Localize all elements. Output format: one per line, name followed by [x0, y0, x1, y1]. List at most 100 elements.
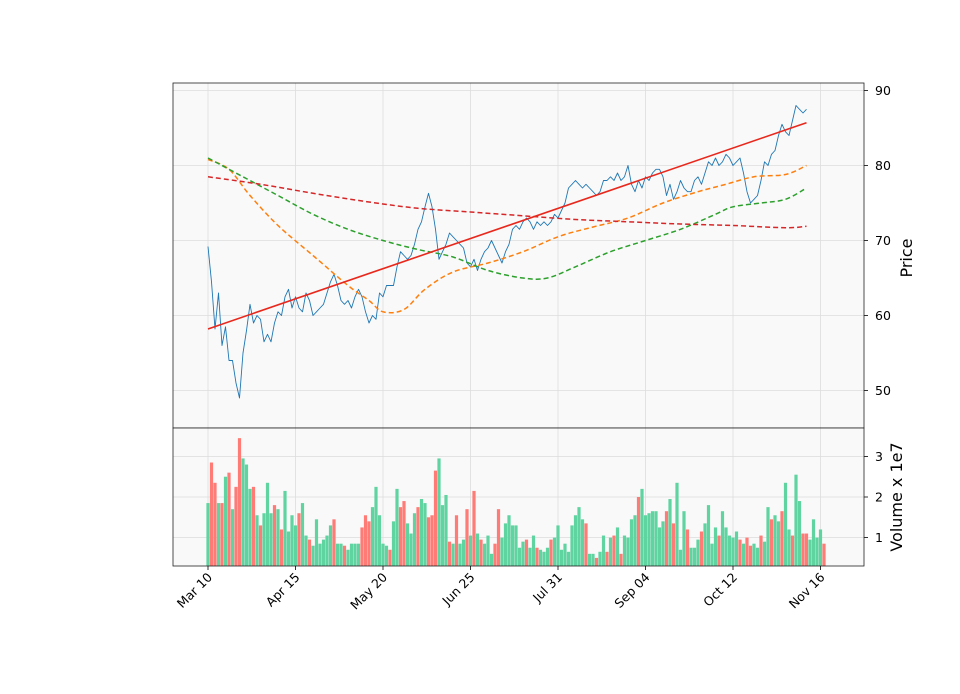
volume-bar	[325, 535, 329, 566]
volume-bar	[731, 537, 735, 566]
volume-bar	[573, 515, 578, 566]
volume-bar	[727, 535, 732, 566]
volume-bar	[227, 472, 231, 566]
volume-bar	[279, 529, 284, 566]
volume-bar	[542, 551, 546, 566]
volume-bar	[710, 543, 714, 566]
volume-bar	[566, 551, 571, 566]
volume-bar	[738, 539, 742, 566]
volume-bar	[311, 545, 315, 566]
volume-bar	[472, 490, 476, 566]
volume-bar	[745, 537, 749, 566]
volume-y-tick-label: 3	[875, 449, 883, 464]
volume-bar	[797, 501, 802, 566]
volume-bar	[293, 525, 298, 566]
volume-bar	[384, 545, 389, 566]
volume-bar	[608, 537, 613, 566]
volume-bar	[563, 543, 567, 566]
volume-bar	[475, 533, 480, 566]
volume-bar	[577, 507, 581, 566]
volume-bar	[507, 515, 511, 566]
volume-bar	[633, 515, 637, 566]
volume-bar	[685, 529, 690, 566]
volume-panel: 1 2 3 Volume x 1e7	[172, 427, 906, 567]
x-tick-label: Nov 16	[786, 569, 828, 611]
volume-bar	[605, 551, 609, 566]
volume-bar	[290, 515, 294, 566]
x-tick-label: Sep 04	[611, 569, 652, 610]
volume-bar	[524, 539, 529, 566]
volume-bar	[482, 543, 487, 566]
volume-bar	[272, 505, 277, 566]
volume-bar	[339, 543, 343, 566]
volume-bar	[682, 511, 686, 566]
volume-bar	[493, 543, 497, 566]
volume-bar	[314, 519, 319, 566]
volume-bar	[720, 511, 725, 566]
volume-bar	[206, 503, 210, 566]
volume-bar	[241, 458, 245, 566]
volume-bar	[640, 488, 644, 566]
volume-bar	[517, 547, 522, 566]
x-axis: Mar 10 Apr 15 May 20 Jun 25 Jul 31 Sep 04 Oct …	[174, 566, 828, 612]
volume-bar	[409, 533, 413, 566]
volume-bar	[248, 488, 252, 566]
volume-bar	[223, 476, 228, 566]
volume-y-tick-label: 2	[875, 490, 883, 505]
price-y-tick-label: 80	[875, 158, 891, 173]
volume-bar	[748, 545, 753, 566]
volume-bar	[804, 533, 809, 566]
volume-bar	[444, 494, 448, 566]
volume-bar	[675, 482, 679, 566]
series-line-moving-average-long	[207, 176, 807, 229]
volume-bar	[437, 458, 441, 566]
volume-bar	[447, 541, 452, 566]
volume-bar	[741, 543, 746, 566]
price-y-tick-label: 70	[875, 233, 891, 248]
volume-bar	[531, 535, 536, 566]
volume-bar	[545, 547, 550, 566]
volume-bar	[346, 549, 350, 566]
volume-bar	[276, 509, 280, 566]
volume-bar	[706, 505, 711, 566]
volume-bar	[416, 507, 420, 566]
volume-bar	[801, 533, 805, 566]
volume-bar	[405, 523, 410, 566]
volume-bar	[808, 539, 812, 566]
x-tick-label: May 20	[347, 569, 390, 612]
volume-y-tick-label: 1	[875, 530, 883, 545]
volume-bar	[363, 515, 368, 566]
volume-bar	[678, 549, 683, 566]
volume-bar	[615, 527, 620, 566]
volume-bar	[262, 513, 266, 566]
volume-bar	[780, 511, 784, 566]
volume-bar	[398, 507, 403, 566]
volume-bar	[769, 519, 774, 566]
volume-y-axis-label: Volume x 1e7	[887, 442, 906, 551]
volume-bar	[342, 545, 347, 566]
volume-bar	[356, 543, 361, 566]
volume-bar	[671, 523, 676, 566]
volume-bar	[762, 541, 767, 566]
volume-bar	[601, 535, 606, 566]
volume-bar	[647, 513, 651, 566]
volume-bar	[559, 549, 564, 566]
volume-bars	[206, 438, 826, 566]
volume-bar	[433, 470, 438, 566]
volume-bar	[811, 519, 816, 566]
volume-bar	[391, 521, 396, 566]
volume-bar	[500, 537, 504, 566]
volume-bar	[755, 547, 760, 566]
volume-bar	[269, 513, 273, 566]
volume-bar	[255, 515, 259, 566]
volume-bar	[265, 482, 270, 566]
volume-bar	[734, 531, 739, 566]
x-tick-label: Oct 12	[700, 570, 740, 610]
volume-bar	[258, 525, 263, 566]
volume-bar	[538, 549, 543, 566]
volume-bar	[626, 537, 630, 566]
volume-bar	[332, 519, 336, 566]
volume-bar	[486, 535, 490, 566]
volume-bar	[528, 547, 532, 566]
